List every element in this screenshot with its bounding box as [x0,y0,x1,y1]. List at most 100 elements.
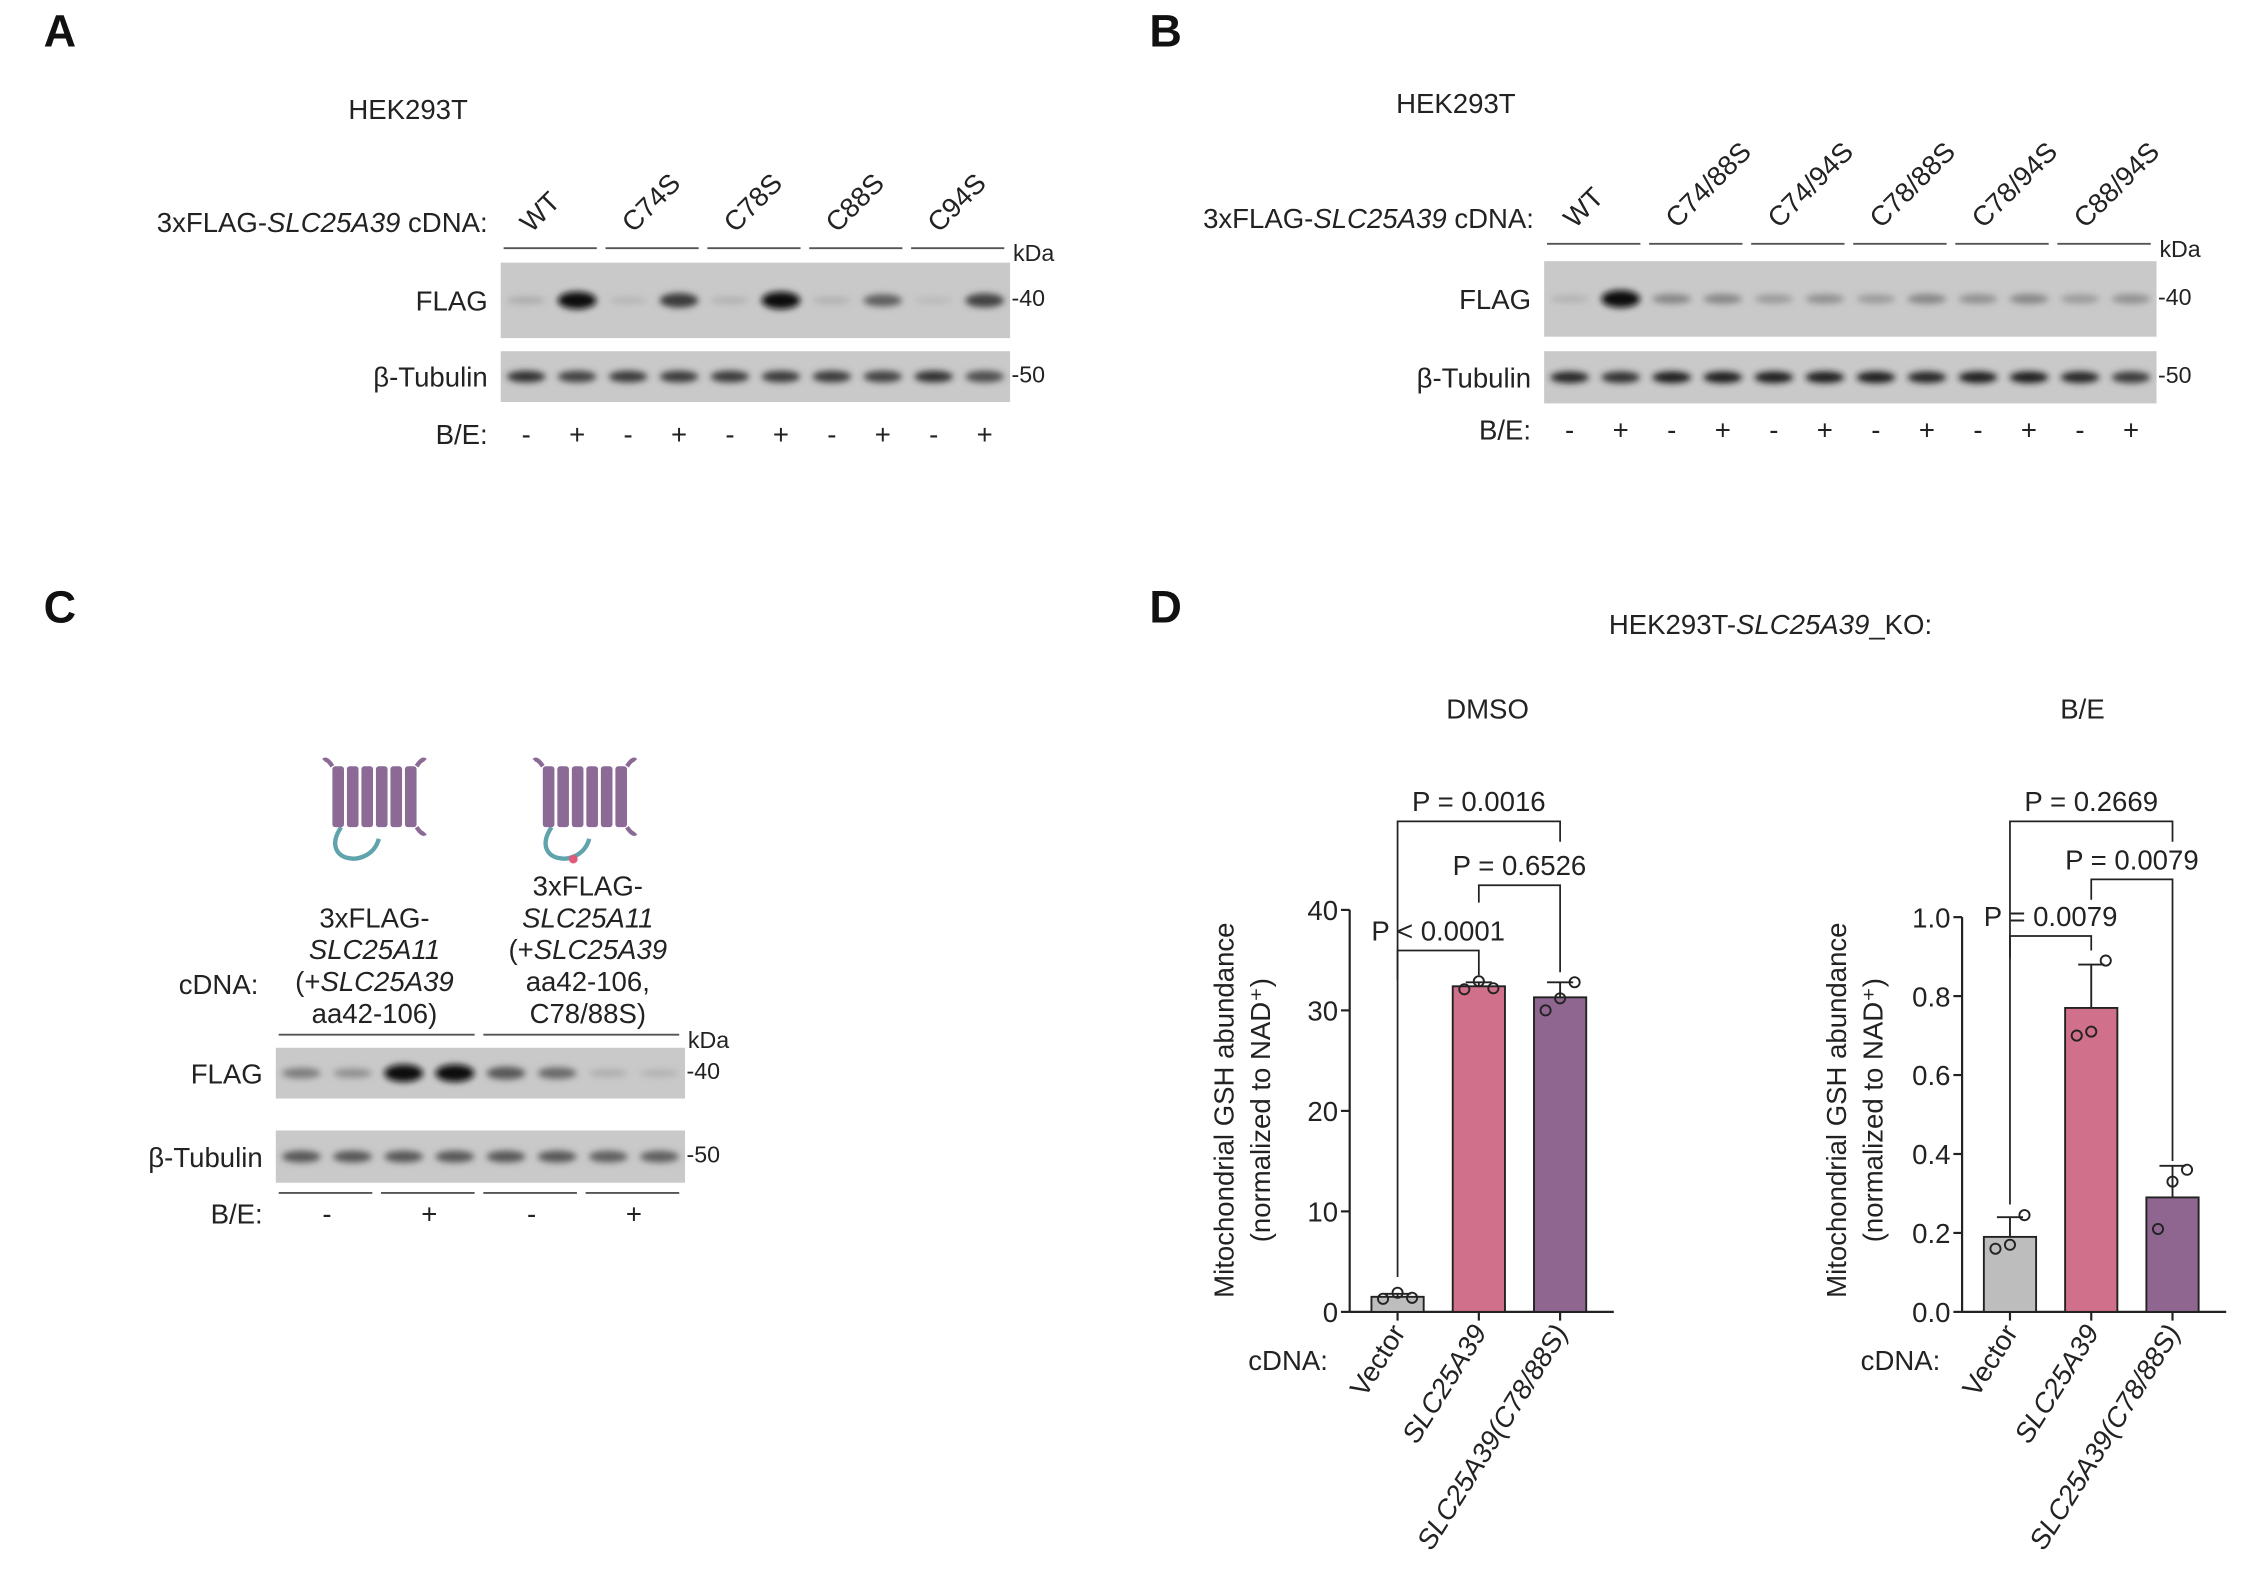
chart-title: DMSO [1446,693,1529,724]
chart-title: B/E [2060,693,2104,724]
tubulin-label: β-Tubulin [373,362,487,393]
y-tick-label: 20 [1307,1096,1338,1127]
protein-band [281,1067,321,1079]
bar [1982,1235,2038,1313]
data-point [1539,1004,1552,1017]
protein-band [486,1066,526,1080]
cdna-label: 3xFLAG-SLC25A39 cDNA: [157,207,488,238]
mw-marker: -40 [686,1058,720,1084]
protein-band [588,1069,628,1077]
treatment-sign: + [1613,415,1629,446]
mw-marker: -50 [686,1141,720,1167]
lane-label: C74/94S [1761,136,1859,234]
flag-label: FLAG [191,1058,263,1089]
treatment-sign: + [875,419,891,450]
data-point [1989,1242,2002,1255]
y-tick-label: 30 [1307,996,1338,1027]
bar-chart-dmso: DMSO 0 10 20 30 40 Mitochondrial GSH abundance… [1209,693,1614,1555]
protein-band [659,370,699,383]
cdna-label: cDNA: [1248,1345,1328,1376]
flag-label: FLAG [416,286,488,317]
cdna-label: cDNA: [1861,1345,1941,1376]
protein-band [384,1064,424,1082]
treatment-sign: + [421,1198,437,1229]
svg-text:aa42-106): aa42-106) [312,998,438,1029]
p-value-label: P = 0.2669 [2024,786,2158,817]
blot-membrane [1544,351,2157,404]
protein-band [710,370,750,383]
svg-text:C78/88S): C78/88S) [530,998,646,1029]
tubulin-blot-strip [1544,351,2157,404]
protein-band [1652,371,1692,384]
svg-text:SLC25A11: SLC25A11 [309,934,440,965]
lane-label: WT [1557,181,1609,233]
cell-line: HEK293T [1396,88,1516,119]
protein-band [537,1067,577,1079]
p-value-label: P < 0.0001 [1371,915,1505,946]
protein-band [1703,371,1743,384]
membrane-protein-icon [322,757,427,861]
be-label: B/E: [1479,415,1531,446]
y-axis-label: Mitochondrial GSH abundance [1209,922,1240,1297]
mw-marker: -50 [2158,362,2192,388]
data-point [1391,1286,1404,1299]
protein-band [608,296,648,304]
kda-label: kDa [2159,236,2200,262]
protein-band [506,296,546,305]
flag-label: FLAG [1459,284,1531,315]
svg-text:SLC25A11: SLC25A11 [522,902,653,933]
p-value-label: P = 0.0016 [1412,786,1546,817]
lane-label: WT [514,186,566,238]
protein-band [1601,290,1641,308]
significance-bracket [1396,949,1480,980]
protein-band [640,1150,679,1163]
protein-band [435,1150,475,1163]
protein-band [557,291,597,310]
treatment-sign: - [322,1198,331,1229]
protein-band [863,294,903,307]
kda-label: kDa [1013,240,1054,266]
blot-membrane [1544,261,2157,337]
y-tick-label: 10 [1307,1197,1338,1228]
panel-d: D HEK293T-SLC25A39_KO: DMSO 0 10 20 30 40 Mito… [1149,582,2227,1555]
svg-text:aa42-106,: aa42-106, [526,966,650,997]
y-tick-label: 40 [1307,895,1338,926]
protein-band [1958,371,1998,384]
protein-band [486,1150,526,1163]
treatment-sign: - [522,419,531,450]
p-value-label: P = 0.0079 [1984,901,2118,932]
bar-chart-be: B/E 0.0 0.2 0.4 0.6 0.8 1.0 Mitochondrial GSH a… [1821,693,2227,1555]
protein-band [812,370,852,383]
y-axis-label: (normalized to NAD⁺) [1857,978,1888,1242]
significance-bracket [1396,820,1561,1278]
protein-band [659,293,699,308]
protein-band [965,370,1004,383]
bar [1533,996,1588,1313]
treatment-sign: + [671,419,687,450]
bar [2145,1196,2200,1313]
lane-label: C78S [717,167,788,238]
protein-band [965,293,1004,308]
bar [1451,985,1506,1313]
protein-band [1652,294,1692,304]
protein-band [506,370,546,383]
treatment-sign: - [527,1198,536,1229]
protein-band [1907,294,1947,304]
protein-band [1805,294,1845,304]
panel-letter: D [1149,582,1181,633]
protein-band [1907,371,1947,384]
protein-band [2111,294,2151,304]
treatment-sign: - [725,419,734,450]
x-tick-label: Vector [1344,1319,1412,1402]
treatment-sign: - [623,419,632,450]
panel-c: C 3xFLAG- SLC25A11 (+SLC25A39 aa42-106) … [44,582,730,1230]
treatment-sign: - [2075,415,2084,446]
lane-label: C74S [616,167,687,238]
data-point [2166,1175,2179,1188]
protein-band [640,1069,679,1077]
y-axis-label: Mitochondrial GSH abundance [1821,922,1852,1297]
data-point [1458,983,1471,996]
svg-text:3xFLAG-: 3xFLAG- [319,902,429,933]
protein-band [281,1150,321,1163]
